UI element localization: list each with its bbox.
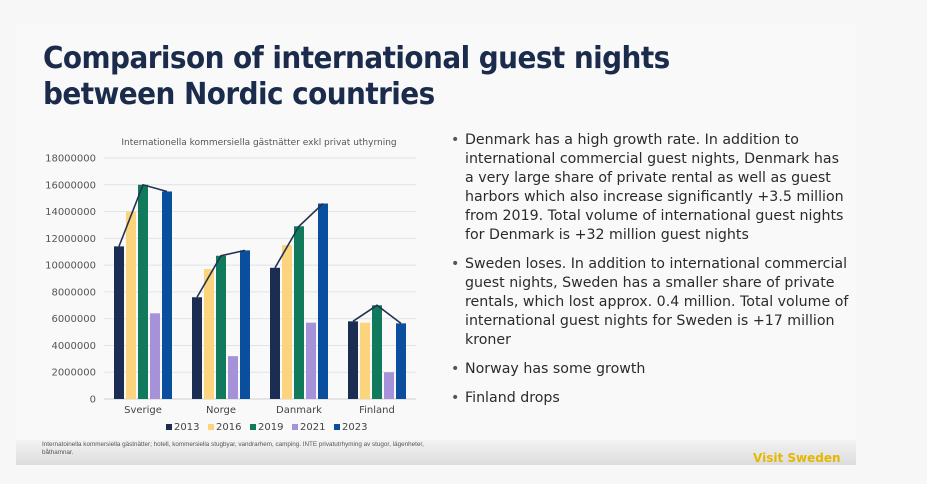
- brand-logo: Visit Sweden: [753, 451, 841, 465]
- bar-danmark-2013: [270, 267, 280, 399]
- legend-label-2013: 2013: [174, 422, 199, 433]
- slide: Comparison of international guest nights…: [16, 23, 856, 465]
- x-tick-label: Danmark: [276, 405, 322, 416]
- legend-label-2016: 2016: [216, 422, 241, 433]
- footnote: Internatoinella kommersiella gästnätter;…: [42, 441, 424, 456]
- bar-finland-2019: [372, 305, 382, 399]
- chart: Internationella kommersiella gästnätter …: [16, 23, 436, 448]
- trend-line-danmark: [274, 202, 324, 269]
- y-tick-label: 6000000: [51, 314, 96, 325]
- y-tick-label: 12000000: [45, 234, 96, 245]
- bar-norge-2019: [216, 255, 226, 399]
- x-tick-label: Norge: [206, 405, 236, 416]
- bullet-finland: Finland drops: [451, 389, 851, 408]
- bar-danmark-2021: [306, 322, 316, 399]
- bar-danmark-2023: [318, 203, 328, 399]
- y-tick-label: 10000000: [45, 261, 96, 272]
- x-tick-label: Sverige: [124, 405, 162, 416]
- bar-norge-2021: [228, 356, 238, 399]
- bar-sverige-2013: [114, 246, 124, 399]
- legend-swatch-2019: [250, 424, 256, 430]
- legend-swatch-2021: [292, 424, 298, 430]
- trend-line-sverige: [118, 183, 168, 247]
- chart-title: Internationella kommersiella gästnätter …: [121, 138, 396, 148]
- legend-swatch-2013: [166, 424, 172, 430]
- bar-norge-2013: [192, 297, 202, 399]
- footer-band: Internatoinella kommersiella gästnätter;…: [16, 440, 856, 465]
- bar-sverige-2023: [162, 191, 172, 399]
- legend-label-2021: 2021: [300, 422, 325, 433]
- bar-sverige-2016: [126, 211, 136, 399]
- bar-finland-2013: [348, 321, 358, 399]
- bar-sverige-2019: [138, 184, 148, 399]
- trend-line-finland: [352, 304, 402, 324]
- y-tick-label: 14000000: [45, 207, 96, 218]
- bar-danmark-2016: [282, 245, 292, 399]
- bar-chart: Internationella kommersiella gästnätter …: [45, 138, 416, 433]
- y-tick-label: 18000000: [45, 154, 96, 165]
- x-tick-label: Finland: [359, 405, 395, 416]
- legend-label-2019: 2019: [258, 422, 283, 433]
- legend-label-2023: 2023: [342, 422, 367, 433]
- bar-danmark-2019: [294, 226, 304, 399]
- bar-norge-2023: [240, 250, 250, 399]
- trend-line-norge: [196, 249, 246, 298]
- bullet-denmark: Denmark has a high growth rate. In addit…: [451, 131, 851, 245]
- bullet-norway: Norway has some growth: [451, 360, 851, 379]
- y-tick-label: 16000000: [45, 180, 96, 191]
- legend-swatch-2023: [334, 424, 340, 430]
- bar-finland-2023: [396, 323, 406, 399]
- y-tick-label: 0: [90, 395, 96, 406]
- bullet-sweden: Sweden loses. In addition to internation…: [451, 255, 851, 350]
- bullet-list: Denmark has a high growth rate. In addit…: [451, 131, 851, 418]
- y-tick-label: 4000000: [51, 341, 96, 352]
- bar-finland-2016: [360, 322, 370, 399]
- bar-finland-2021: [384, 372, 394, 399]
- y-tick-label: 8000000: [51, 287, 96, 298]
- bar-norge-2016: [204, 269, 214, 399]
- legend-swatch-2016: [208, 424, 214, 430]
- y-tick-label: 2000000: [51, 368, 96, 379]
- slide-title: Comparison of international guest nights…: [43, 41, 670, 112]
- bar-sverige-2021: [150, 313, 160, 399]
